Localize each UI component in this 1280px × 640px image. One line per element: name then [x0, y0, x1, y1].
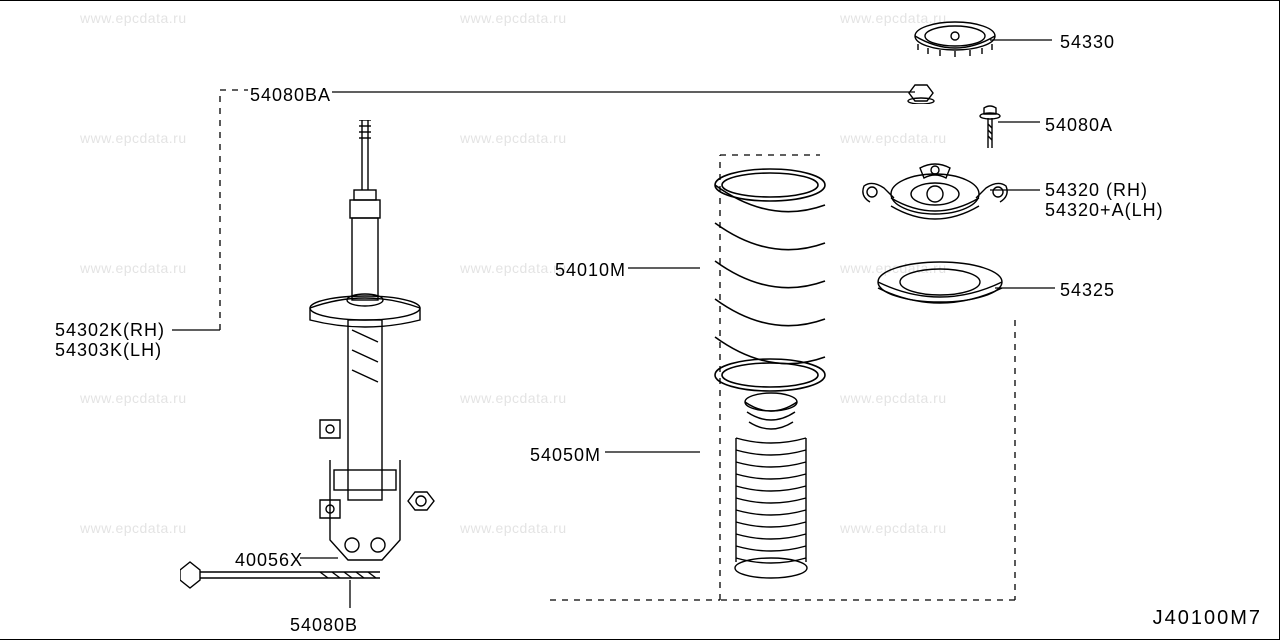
watermark: www.epcdata.ru: [460, 10, 567, 26]
watermark: www.epcdata.ru: [80, 260, 187, 276]
watermark: www.epcdata.ru: [840, 390, 947, 406]
label-54330: 54330: [1060, 32, 1115, 53]
watermark: www.epcdata.ru: [460, 520, 567, 536]
watermark: www.epcdata.ru: [840, 520, 947, 536]
label-54080ba: 54080BA: [250, 85, 331, 106]
diagram-code: J40100M7: [1153, 607, 1262, 630]
label-40056x: 40056X: [235, 550, 303, 571]
label-54010m: 54010M: [555, 260, 626, 281]
label-54325: 54325: [1060, 280, 1115, 301]
strut-assembly: [270, 120, 470, 590]
label-54320rh: 54320 (RH): [1045, 180, 1148, 201]
watermark: www.epcdata.ru: [80, 390, 187, 406]
strut-mount-54320: [850, 158, 1020, 236]
leader-lines: [0, 0, 1280, 640]
label-54320lh: 54320+A(LH): [1045, 200, 1164, 221]
coil-spring-54010m: [700, 165, 840, 405]
watermark: www.epcdata.ru: [460, 130, 567, 146]
border-top: [0, 0, 1280, 1]
label-54080a: 54080A: [1045, 115, 1113, 136]
cap-54330: [910, 16, 1000, 64]
bolt-54080a: [978, 104, 1002, 152]
bearing-54325: [870, 258, 1010, 316]
watermark: www.epcdata.ru: [460, 260, 567, 276]
label-54080b: 54080B: [290, 615, 358, 636]
dust-boot-54050m: [716, 390, 826, 580]
watermark: www.epcdata.ru: [80, 130, 187, 146]
label-54050m: 54050M: [530, 445, 601, 466]
nut-54080ba: [906, 82, 936, 104]
label-54302krh: 54302K(RH): [55, 320, 165, 341]
label-54303klh: 54303K(LH): [55, 340, 162, 361]
watermark: www.epcdata.ru: [460, 390, 567, 406]
watermark: www.epcdata.ru: [80, 520, 187, 536]
watermark: www.epcdata.ru: [840, 130, 947, 146]
diagram-stage: www.epcdata.ru www.epcdata.ru www.epcdata.…: [0, 0, 1280, 640]
watermark: www.epcdata.ru: [80, 10, 187, 26]
bracket-nut: [404, 488, 438, 514]
